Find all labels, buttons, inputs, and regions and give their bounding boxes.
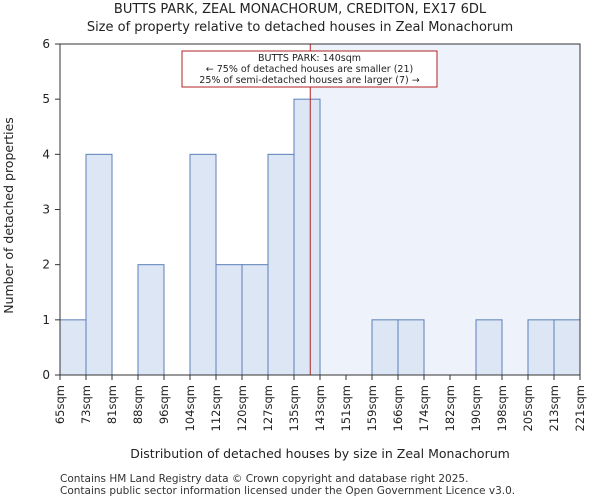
x-tick-label: 65sqm [53, 385, 67, 424]
x-tick-label: 205sqm [521, 385, 535, 431]
x-tick-label: 213sqm [547, 385, 561, 431]
bar-190sqm [475, 319, 503, 376]
annotation-line-2: ← 75% of detached houses are smaller (21… [206, 64, 413, 75]
y-tick-label: 6 [42, 37, 50, 51]
y-tick-label: 5 [42, 92, 50, 106]
annotation-frame [181, 50, 438, 88]
x-tick-label: 88sqm [131, 385, 145, 424]
bar-65sqm [59, 319, 87, 376]
bar-88sqm [137, 264, 165, 376]
y-tick-label: 2 [42, 258, 50, 272]
bars-group [59, 98, 581, 376]
bar-135sqm [293, 98, 321, 376]
annotation-line-3: 25% of semi-detached houses are larger (… [199, 75, 419, 86]
x-tick-label: 143sqm [313, 385, 327, 431]
x-tick-label: 127sqm [261, 385, 275, 431]
bar-104sqm [189, 153, 217, 376]
x-axis-label: Distribution of detached houses by size … [130, 446, 510, 461]
y-tick-label: 3 [42, 203, 50, 217]
x-tick-label: 73sqm [79, 385, 93, 424]
x-tick-label: 135sqm [287, 385, 301, 431]
bar-159sqm [371, 319, 399, 376]
axes-group: 0 1 2 3 4 5 6 65sqm 73sqm 81sqm 88sqm 96sqm 104sqm 11… [42, 37, 587, 431]
y-axis-label: Number of detached properties [1, 117, 16, 314]
bar-205sqm [527, 319, 555, 376]
chart-title: BUTTS PARK, ZEAL MONACHORUM, CREDITON, E… [113, 2, 487, 17]
x-tick-label: 174sqm [417, 385, 431, 431]
bar-112sqm [215, 264, 243, 376]
x-tick-label: 96sqm [157, 385, 171, 424]
x-tick-label: 104sqm [183, 385, 197, 431]
x-tick-label: 182sqm [443, 385, 457, 431]
annotation-line-1: BUTTS PARK: 140sqm [258, 53, 361, 64]
x-tick-label: 159sqm [365, 385, 379, 431]
chart-subtitle: Size of property relative to detached ho… [86, 20, 514, 35]
annotation-box: BUTTS PARK: 140sqm ← 75% of detached hou… [181, 50, 438, 88]
x-tick-label: 120sqm [235, 385, 249, 431]
footer-line-1: Contains HM Land Registry data © Crown c… [60, 473, 469, 485]
y-tick-label: 4 [42, 147, 50, 161]
bar-166sqm [397, 319, 425, 376]
x-tick-label: 112sqm [209, 385, 223, 431]
x-tick-label: 166sqm [391, 385, 405, 431]
footer-line-2: Contains public sector information licen… [60, 485, 516, 497]
x-tick-label: 81sqm [105, 385, 119, 424]
y-tick-label: 0 [42, 368, 50, 382]
x-tick-label: 190sqm [469, 385, 483, 431]
bar-127sqm [267, 153, 295, 376]
x-tick-label: 221sqm [573, 385, 587, 431]
x-tick-label: 198sqm [495, 385, 509, 431]
x-tick-label: 151sqm [339, 385, 353, 431]
bar-120sqm [241, 264, 269, 376]
bar-213sqm [553, 319, 581, 376]
bar-73sqm [85, 153, 113, 376]
y-tick-label: 1 [42, 313, 50, 327]
